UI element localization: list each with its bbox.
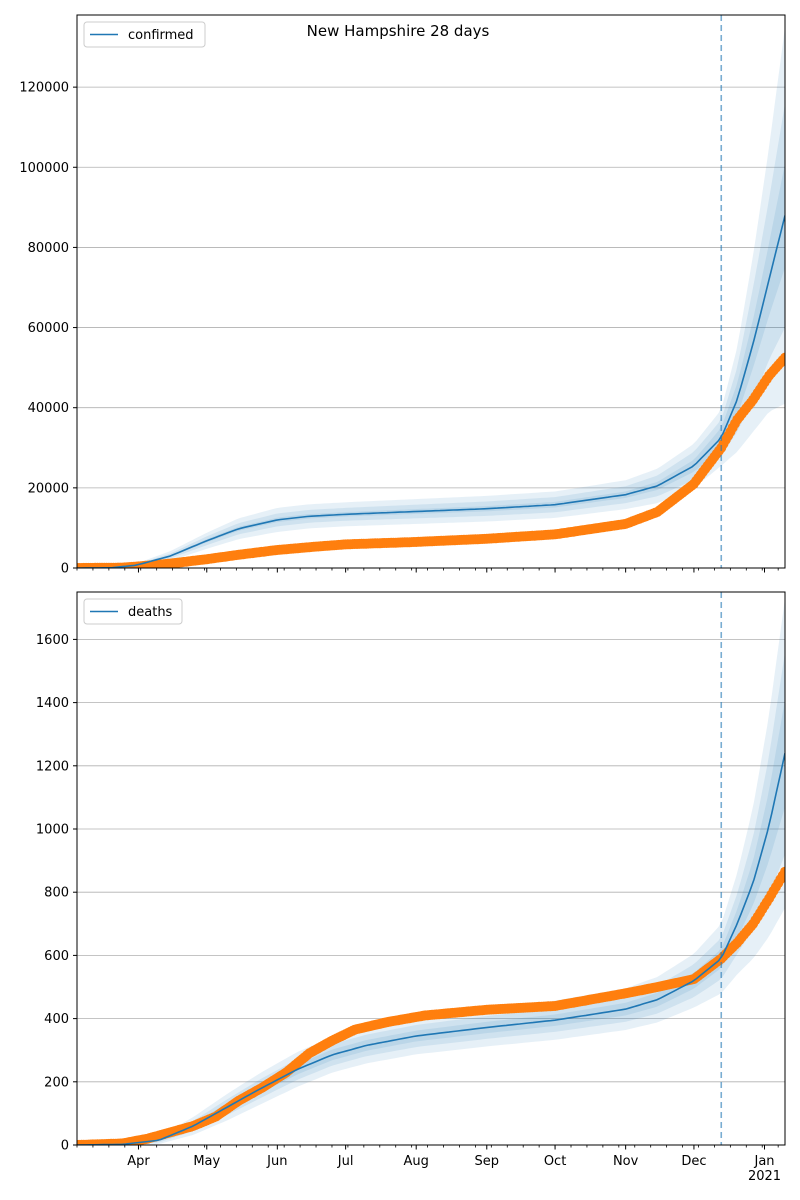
y-tick-label: 20000	[28, 481, 69, 496]
legend-box	[83, 598, 183, 625]
observed-point	[780, 352, 785, 363]
y-tick-label: 0	[61, 562, 69, 577]
legend-label: deaths	[128, 605, 173, 620]
legend: deaths	[83, 598, 183, 625]
y-tick-label: 400	[44, 1012, 69, 1027]
y-tick-label: 120000	[19, 81, 69, 96]
x-tick-label: Nov	[613, 1154, 639, 1169]
y-tick-label: 1600	[36, 633, 69, 648]
x-tick-label: Aug	[404, 1154, 429, 1169]
observed-series	[77, 352, 785, 568]
y-tick-label: 800	[44, 886, 69, 901]
y-tick-label: 1200	[36, 759, 69, 774]
x-tick-label: Jan	[753, 1154, 774, 1169]
x-tick-label: 2021	[748, 1169, 781, 1184]
x-tick-label: May	[193, 1154, 220, 1169]
y-tick-label: 0	[61, 1139, 69, 1154]
observed-point	[780, 866, 785, 877]
y-tick-label: 100000	[19, 161, 69, 176]
legend-box	[83, 21, 206, 48]
model-line	[77, 753, 785, 1145]
x-tick-label: Apr	[127, 1154, 150, 1169]
x-tick-label: Oct	[544, 1154, 566, 1169]
y-tick-label: 200	[44, 1075, 69, 1090]
uncertainty-band	[77, 652, 785, 1145]
legend-label: confirmed	[128, 28, 194, 43]
plot-area	[77, 27, 785, 568]
y-tick-label: 80000	[28, 241, 69, 256]
x-tick-label: Jun	[266, 1154, 287, 1169]
plot-area	[77, 598, 785, 1145]
y-tick-label: 40000	[28, 401, 69, 416]
y-tick-label: 60000	[28, 321, 69, 336]
uncertainty-band	[77, 598, 785, 1145]
uncertainty-band	[77, 699, 785, 1145]
deaths-panel: 0 200 400 600 800 1000 1200 1400 1600 Apr May Jun Ju…	[36, 591, 786, 1184]
y-tick-label: 600	[44, 949, 69, 964]
model-line	[77, 215, 785, 568]
uncertainty-band	[77, 27, 785, 568]
axes-frame	[76, 591, 786, 1146]
x-tick-label: Sep	[475, 1154, 500, 1169]
x-tick-label: Dec	[681, 1154, 706, 1169]
confirmed-panel: 0 20000 40000 60000 80000 100000 120000 confirm…	[19, 14, 786, 577]
y-tick-label: 1000	[36, 823, 69, 838]
y-tick-label: 1400	[36, 696, 69, 711]
axes-frame	[76, 14, 786, 569]
legend: confirmed	[83, 21, 206, 48]
x-tick-label: Jul	[337, 1154, 354, 1169]
figure-title: New Hampshire 28 days	[307, 22, 490, 40]
